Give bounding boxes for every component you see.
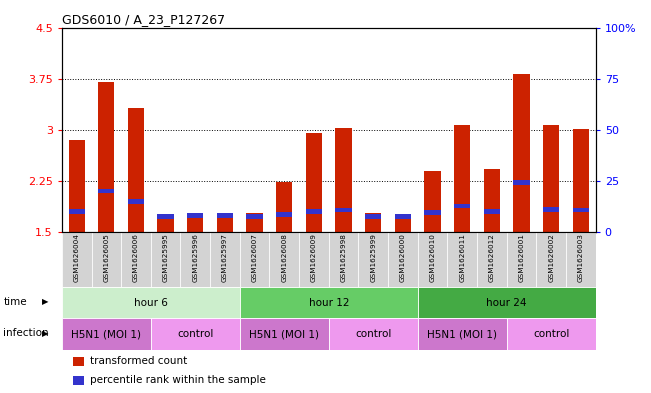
Bar xyxy=(359,232,388,287)
Text: GDS6010 / A_23_P127267: GDS6010 / A_23_P127267 xyxy=(62,13,225,26)
Text: GSM1626010: GSM1626010 xyxy=(430,233,436,282)
Bar xyxy=(240,287,418,318)
Bar xyxy=(506,232,536,287)
Text: control: control xyxy=(355,329,391,339)
Bar xyxy=(187,214,204,232)
Text: GSM1626007: GSM1626007 xyxy=(252,233,258,282)
Text: GSM1626004: GSM1626004 xyxy=(74,233,79,282)
Bar xyxy=(92,232,121,287)
Bar xyxy=(247,214,263,219)
Bar xyxy=(484,209,500,214)
Bar xyxy=(180,232,210,287)
Bar xyxy=(121,232,151,287)
Bar xyxy=(128,108,144,232)
Text: GSM1625999: GSM1625999 xyxy=(370,233,376,282)
Bar xyxy=(514,180,530,185)
Text: GSM1625996: GSM1625996 xyxy=(192,233,199,282)
Bar xyxy=(573,208,589,213)
Bar xyxy=(240,232,270,287)
Text: ▶: ▶ xyxy=(42,329,49,338)
Bar xyxy=(276,182,292,232)
Bar xyxy=(72,376,84,385)
Text: GSM1626011: GSM1626011 xyxy=(459,233,465,282)
Bar xyxy=(270,232,299,287)
Text: percentile rank within the sample: percentile rank within the sample xyxy=(90,375,266,386)
Bar xyxy=(335,208,352,213)
Bar xyxy=(573,129,589,232)
Bar xyxy=(217,213,233,218)
Bar xyxy=(395,215,411,219)
Bar xyxy=(306,133,322,232)
Bar xyxy=(424,210,441,215)
Bar xyxy=(543,125,559,232)
Bar xyxy=(329,232,359,287)
Bar xyxy=(247,213,263,232)
Bar xyxy=(418,287,596,318)
Text: control: control xyxy=(177,329,214,339)
Text: GSM1626000: GSM1626000 xyxy=(400,233,406,282)
Bar xyxy=(151,318,240,350)
Bar xyxy=(365,213,381,232)
Bar xyxy=(62,232,92,287)
Bar xyxy=(454,204,471,208)
Text: GSM1626002: GSM1626002 xyxy=(548,233,554,282)
Bar xyxy=(151,232,180,287)
Bar xyxy=(217,214,233,232)
Text: hour 12: hour 12 xyxy=(309,298,349,308)
Bar xyxy=(335,128,352,232)
Bar xyxy=(506,318,596,350)
Text: H5N1 (MOI 1): H5N1 (MOI 1) xyxy=(249,329,319,339)
Bar xyxy=(68,140,85,232)
Bar xyxy=(454,125,471,232)
Bar xyxy=(365,214,381,219)
Text: GSM1625997: GSM1625997 xyxy=(222,233,228,282)
Text: GSM1626005: GSM1626005 xyxy=(104,233,109,282)
Bar xyxy=(68,209,85,214)
Bar xyxy=(477,232,506,287)
Text: ▶: ▶ xyxy=(42,298,49,306)
Text: GSM1626012: GSM1626012 xyxy=(489,233,495,282)
Text: control: control xyxy=(533,329,570,339)
Bar xyxy=(484,169,500,232)
Bar xyxy=(395,217,411,232)
Bar xyxy=(128,199,144,204)
Bar xyxy=(98,82,115,232)
Bar xyxy=(98,189,115,193)
Text: hour 24: hour 24 xyxy=(486,298,527,308)
Text: GSM1626003: GSM1626003 xyxy=(578,233,584,282)
Bar xyxy=(306,209,322,214)
Bar xyxy=(566,232,596,287)
Text: H5N1 (MOI 1): H5N1 (MOI 1) xyxy=(72,329,141,339)
Text: time: time xyxy=(3,297,27,307)
Text: GSM1626008: GSM1626008 xyxy=(281,233,287,282)
Bar xyxy=(210,232,240,287)
Bar xyxy=(543,207,559,212)
Bar xyxy=(329,318,418,350)
Bar xyxy=(418,232,447,287)
Bar xyxy=(388,232,418,287)
Text: GSM1625998: GSM1625998 xyxy=(340,233,346,282)
Bar xyxy=(276,213,292,217)
Text: transformed count: transformed count xyxy=(90,356,187,366)
Text: infection: infection xyxy=(3,328,49,338)
Bar xyxy=(158,215,174,219)
Text: GSM1626006: GSM1626006 xyxy=(133,233,139,282)
Bar xyxy=(299,232,329,287)
Bar xyxy=(418,318,506,350)
Text: H5N1 (MOI 1): H5N1 (MOI 1) xyxy=(427,329,497,339)
Text: GSM1625995: GSM1625995 xyxy=(163,233,169,282)
Bar xyxy=(424,171,441,232)
Bar xyxy=(72,357,84,366)
Bar xyxy=(536,232,566,287)
Bar xyxy=(514,74,530,232)
Text: GSM1626009: GSM1626009 xyxy=(311,233,317,282)
Bar xyxy=(158,215,174,232)
Bar xyxy=(187,213,204,218)
Bar xyxy=(447,232,477,287)
Bar xyxy=(62,287,240,318)
Text: hour 6: hour 6 xyxy=(134,298,168,308)
Text: GSM1626001: GSM1626001 xyxy=(519,233,525,282)
Bar xyxy=(62,318,151,350)
Bar xyxy=(240,318,329,350)
